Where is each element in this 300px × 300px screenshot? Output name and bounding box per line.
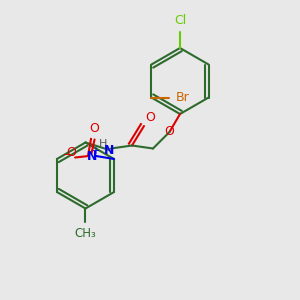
Text: O: O [165,125,174,139]
Text: O: O [146,112,155,124]
Text: −: − [63,150,72,160]
Text: O: O [67,146,76,159]
Text: N: N [86,149,97,163]
Text: O: O [90,122,100,135]
Text: Br: Br [176,91,189,104]
Text: H: H [99,139,108,149]
Text: Cl: Cl [174,14,186,27]
Text: +: + [91,146,99,157]
Text: CH₃: CH₃ [75,227,96,240]
Text: N: N [104,143,115,157]
